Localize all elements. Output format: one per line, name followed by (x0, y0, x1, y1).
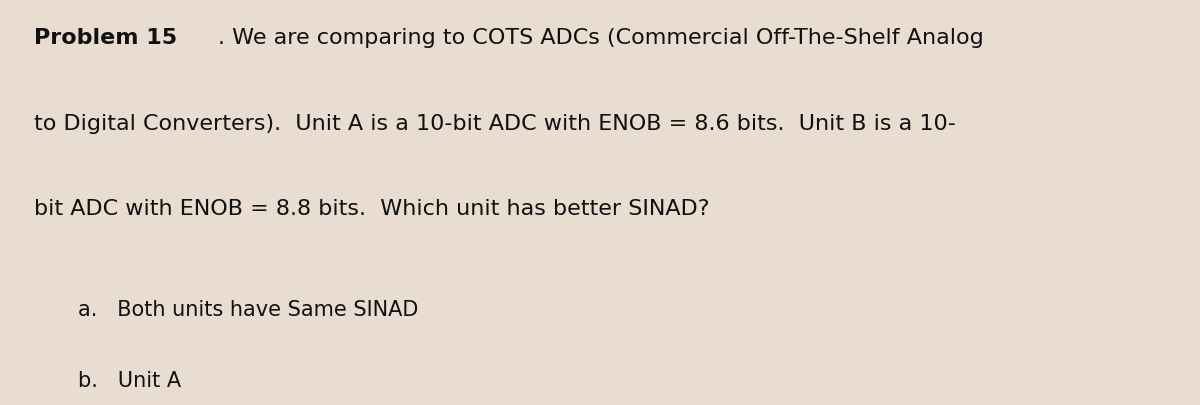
Text: a.   Both units have Same SINAD: a. Both units have Same SINAD (78, 300, 419, 320)
Text: Problem 15: Problem 15 (34, 28, 176, 48)
Text: . We are comparing to COTS ADCs (Commercial Off-The-Shelf Analog: . We are comparing to COTS ADCs (Commerc… (218, 28, 984, 48)
Text: to Digital Converters).  Unit A is a 10-bit ADC with ENOB = 8.6 bits.  Unit B is: to Digital Converters). Unit A is a 10-b… (34, 113, 955, 133)
Text: bit ADC with ENOB = 8.8 bits.  Which unit has better SINAD?: bit ADC with ENOB = 8.8 bits. Which unit… (34, 198, 709, 218)
Text: b.   Unit A: b. Unit A (78, 371, 181, 390)
